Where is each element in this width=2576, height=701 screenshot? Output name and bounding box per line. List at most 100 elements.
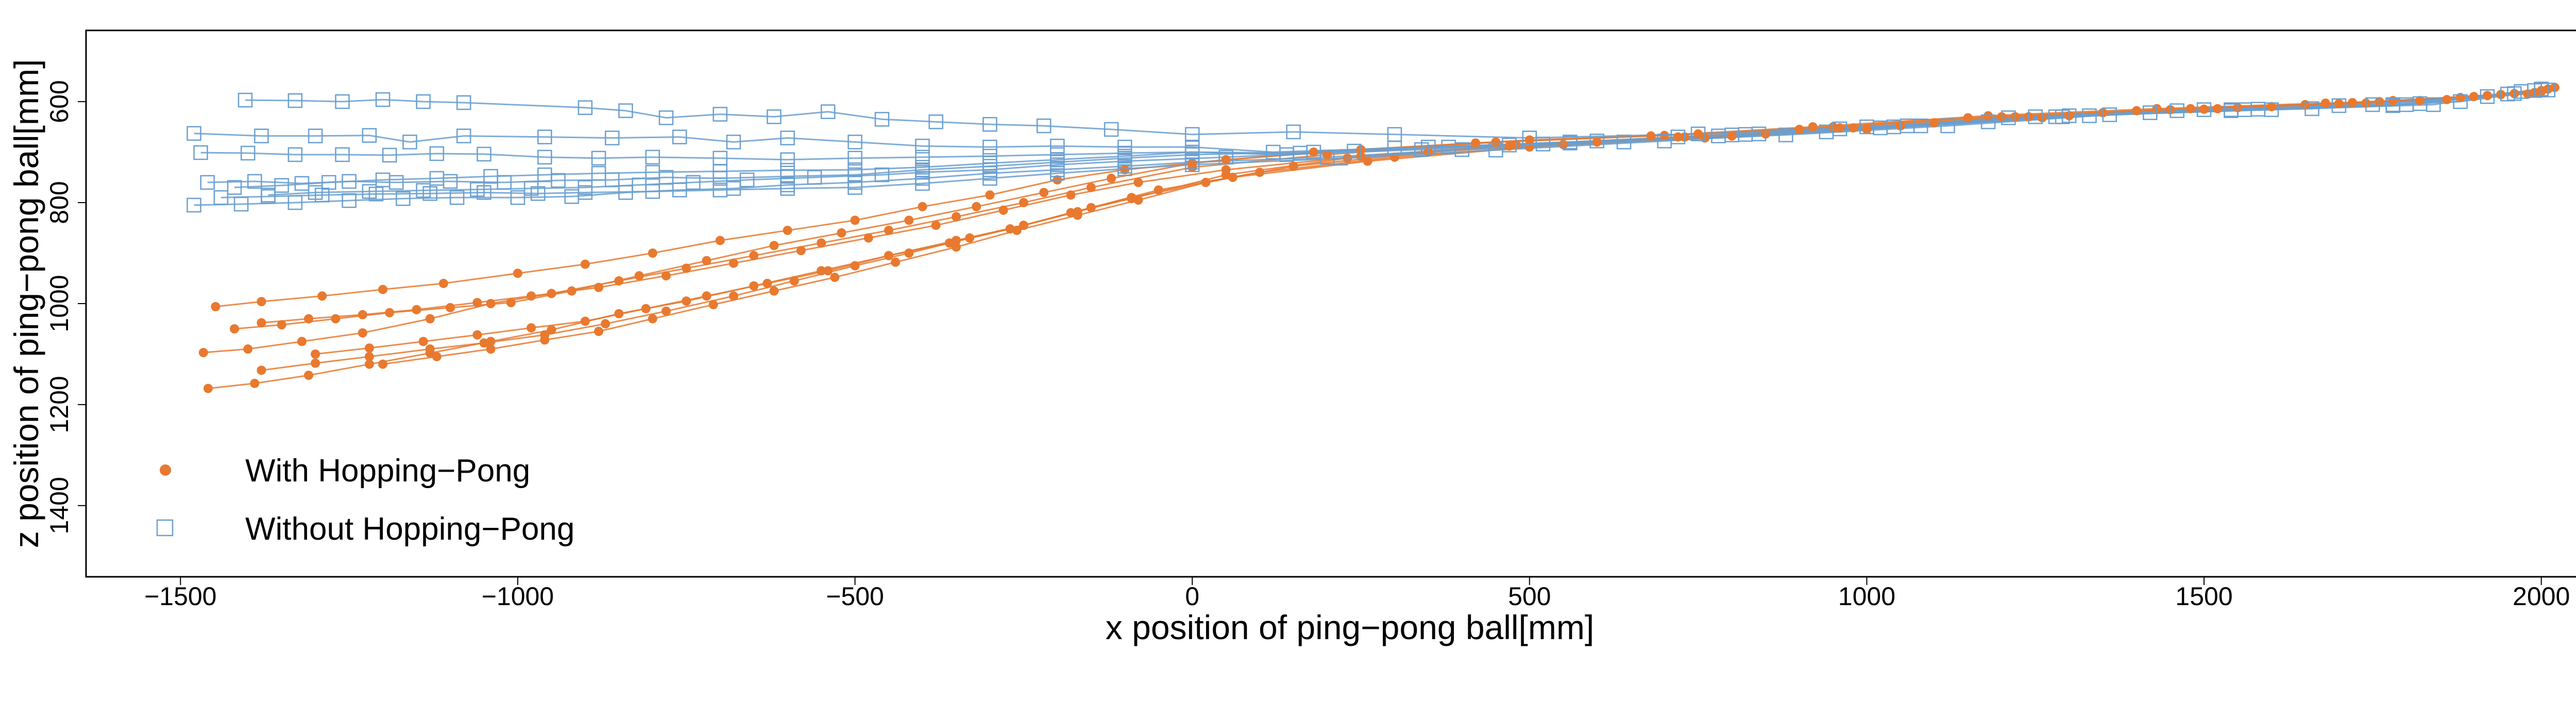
legend: With Hopping−Pong Without Hopping−Pong	[156, 453, 574, 547]
data-point-without	[416, 183, 431, 198]
data-point-with	[1323, 149, 1332, 159]
data-point-without	[342, 193, 357, 208]
data-point-without	[402, 135, 417, 149]
data-point-with	[1188, 158, 1197, 168]
data-point-with	[614, 276, 624, 286]
data-point-with	[432, 352, 442, 361]
data-point-without	[2143, 105, 2158, 120]
data-point-without	[915, 165, 930, 180]
data-point-with	[594, 282, 604, 292]
data-point-with	[211, 302, 221, 311]
data-point-without	[335, 147, 350, 162]
data-point-without	[274, 178, 289, 193]
data-point-with	[1471, 138, 1481, 148]
data-point-with	[1019, 221, 1028, 230]
data-point-without	[2453, 94, 2468, 109]
data-point-without	[294, 176, 310, 191]
data-point-without	[429, 171, 445, 186]
data-point-with	[2320, 98, 2330, 108]
data-point-without	[780, 130, 795, 145]
data-point-without	[982, 162, 997, 177]
data-point-with	[648, 314, 657, 324]
data-point-with	[317, 291, 327, 301]
data-point-without	[429, 146, 445, 161]
data-point-with	[641, 304, 651, 313]
data-point-with	[527, 323, 536, 333]
data-point-without	[982, 140, 997, 155]
y-tick-label: 1400	[45, 477, 74, 534]
data-point-without	[2102, 107, 2117, 122]
data-point-without	[335, 94, 350, 109]
data-point-with	[904, 215, 914, 225]
data-point-with	[472, 298, 482, 308]
data-point-with	[486, 344, 496, 354]
data-point-without	[537, 129, 552, 144]
data-point-without	[982, 171, 997, 186]
data-point-with	[682, 263, 691, 273]
data-point-without	[1832, 121, 1848, 137]
data-point-without	[928, 114, 943, 129]
data-point-with	[1019, 198, 1028, 208]
data-point-without	[713, 164, 727, 179]
data-point-with	[513, 269, 522, 278]
x-tick-label: 1000	[1838, 582, 1895, 611]
data-point-without	[780, 181, 795, 196]
data-point-without	[287, 195, 303, 210]
x-axis-label: x position of ping−pong ball[mm]	[1106, 608, 1594, 646]
data-point-with	[506, 298, 516, 308]
data-point-with	[230, 324, 240, 333]
data-point-with	[311, 358, 320, 368]
data-point-without	[915, 176, 930, 191]
data-point-with	[884, 251, 894, 260]
data-points	[187, 81, 2560, 393]
data-point-without	[1286, 124, 1301, 140]
data-point-without	[1502, 138, 1517, 153]
data-point-with	[479, 338, 489, 348]
data-point-without	[2001, 110, 2016, 125]
data-point-without	[739, 172, 755, 188]
legend-marker-with	[160, 464, 171, 476]
data-point-without	[848, 135, 862, 149]
data-point-without	[848, 162, 862, 177]
data-point-with	[708, 299, 718, 309]
data-point-without	[820, 104, 836, 119]
data-point-without	[713, 182, 727, 197]
data-point-with	[783, 225, 792, 235]
data-point-without	[780, 152, 795, 168]
data-point-without	[537, 167, 552, 182]
data-point-with	[378, 285, 388, 294]
data-point-with	[918, 202, 927, 211]
x-tick-label: −500	[826, 582, 884, 611]
data-point-with	[931, 221, 941, 230]
data-point-without	[2426, 97, 2441, 112]
data-point-without	[287, 93, 303, 108]
data-point-without	[287, 147, 303, 162]
data-point-without	[2385, 97, 2400, 112]
data-point-with	[1073, 210, 1082, 220]
data-point-without	[382, 147, 397, 163]
data-point-with	[1727, 131, 1737, 141]
data-point-with	[728, 258, 738, 268]
data-point-with	[385, 308, 395, 318]
data-point-without	[1980, 114, 1996, 129]
data-point-without	[1279, 147, 1294, 162]
y-tick-label: 800	[45, 181, 74, 224]
data-point-with	[364, 359, 374, 369]
y-axis-label: z position of ping−pong ball[mm]	[7, 59, 45, 548]
data-point-with	[749, 281, 759, 291]
data-point-without	[1589, 133, 1604, 148]
data-point-with	[1504, 141, 1514, 151]
data-point-with	[951, 212, 961, 222]
data-point-without	[578, 180, 593, 195]
data-point-without	[187, 126, 201, 141]
x-tick-label: −1000	[482, 582, 554, 611]
data-point-with	[769, 286, 779, 296]
y-tick-label: 600	[45, 80, 74, 123]
data-point-without	[470, 182, 485, 197]
data-point-with	[601, 319, 611, 329]
data-point-without	[1184, 144, 1200, 160]
data-point-with	[1491, 137, 1501, 147]
data-point-with	[1389, 152, 1399, 162]
data-point-with	[2266, 102, 2276, 111]
